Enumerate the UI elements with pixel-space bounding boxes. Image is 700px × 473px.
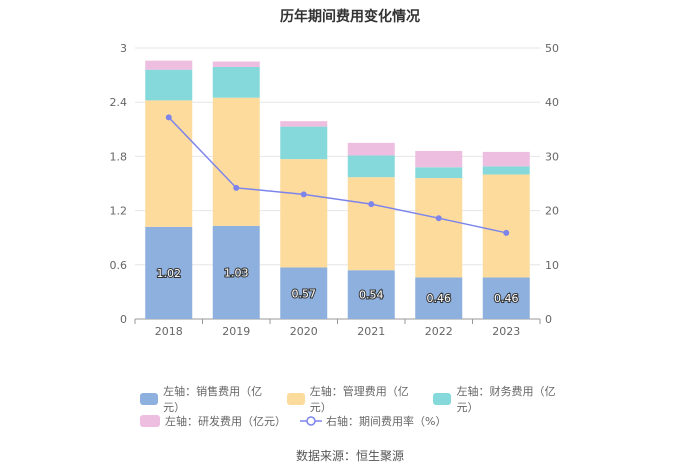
y-left-tick-label: 1.8 (110, 150, 128, 163)
legend-label-rate: 右轴：期间费用率（%） (326, 415, 447, 428)
y-right-tick-label: 10 (545, 259, 559, 272)
bar-segment (280, 126, 328, 160)
data-label: 1.02 (157, 267, 182, 280)
bar-segment (482, 174, 530, 278)
data-label: 0.46 (494, 292, 519, 305)
bar-segment (347, 155, 395, 178)
legend-item-rate[interactable]: 右轴：期间费用率（%） (300, 413, 446, 429)
bar-segment (347, 270, 395, 319)
bar-segment (482, 277, 530, 319)
bar-segment (280, 267, 328, 319)
bar-segment (482, 151, 530, 167)
bar-segment (415, 150, 463, 168)
x-tick-label: 2023 (492, 325, 520, 338)
legend-label-sales: 左轴：销售费用（亿元） (163, 385, 263, 414)
legend-swatch-rd (140, 415, 160, 427)
bar-segment (212, 97, 260, 226)
legend-swatch-sales (140, 393, 159, 405)
rate-point (435, 215, 442, 222)
chart-title: 历年期间费用变化情况 (280, 9, 420, 25)
data-label: 0.54 (359, 289, 384, 302)
bar-segment (347, 177, 395, 271)
legend-swatch-finance (433, 393, 452, 405)
y-left-tick-label: 1.2 (110, 205, 128, 218)
bar-segment (347, 142, 395, 156)
data-label: 0.46 (427, 292, 452, 305)
bar-segment (212, 66, 260, 98)
bar-segment (482, 166, 530, 175)
bar-segment (145, 69, 193, 101)
bar-segment (212, 225, 260, 319)
legend-label-finance: 左轴：财务费用（亿元） (456, 385, 556, 414)
legend: 左轴：销售费用（亿元） 左轴：管理费用（亿元） 左轴：财务费用（亿元） 左轴：研… (140, 385, 580, 432)
rate-point (368, 201, 375, 208)
y-left-tick-label: 3 (120, 42, 127, 55)
y-right-tick-label: 50 (545, 42, 559, 55)
y-left-tick-label: 0 (120, 313, 127, 326)
y-left-tick-label: 0.6 (110, 259, 128, 272)
legend-swatch-admin (286, 393, 305, 405)
rate-line (168, 116, 507, 234)
bar-segment (415, 178, 463, 278)
bar-segment (280, 159, 328, 268)
legend-label-admin: 左轴：管理费用（亿元） (309, 385, 409, 414)
legend-swatch-rate (300, 416, 322, 426)
legend-item-finance[interactable]: 左轴：财务费用（亿元） (433, 383, 566, 415)
legend-item-rd[interactable]: 左轴：研发费用（亿元） (140, 413, 286, 429)
x-tick-label: 2018 (155, 325, 183, 338)
y-right-tick-label: 0 (545, 313, 552, 326)
rate-point (233, 184, 240, 191)
data-label: 1.03 (224, 266, 249, 279)
source-note: 数据来源：恒生聚源 (295, 449, 404, 463)
y-right-tick-label: 30 (545, 150, 559, 163)
bar-segment (145, 226, 193, 319)
legend-label-rd: 左轴：研发费用（亿元） (165, 415, 286, 428)
bar-segment (212, 61, 260, 67)
x-tick-label: 2020 (290, 325, 318, 338)
legend-item-sales[interactable]: 左轴：销售费用（亿元） (140, 383, 273, 415)
y-left-tick-label: 2.4 (110, 96, 128, 109)
bar-segment (415, 167, 463, 179)
rate-point (300, 191, 307, 198)
y-right-tick-label: 20 (545, 205, 559, 218)
bar-segment (280, 121, 328, 127)
data-label: 0.57 (292, 287, 317, 300)
bar-segment (145, 60, 193, 70)
bar-segment (415, 277, 463, 319)
legend-item-admin[interactable]: 左轴：管理费用（亿元） (286, 383, 420, 415)
bar-segment (145, 100, 193, 227)
x-tick-label: 2019 (222, 325, 250, 338)
rate-point (503, 229, 510, 236)
y-right-tick-label: 40 (545, 96, 559, 109)
x-tick-label: 2021 (357, 325, 385, 338)
x-tick-label: 2022 (425, 325, 453, 338)
rate-point (165, 114, 172, 121)
